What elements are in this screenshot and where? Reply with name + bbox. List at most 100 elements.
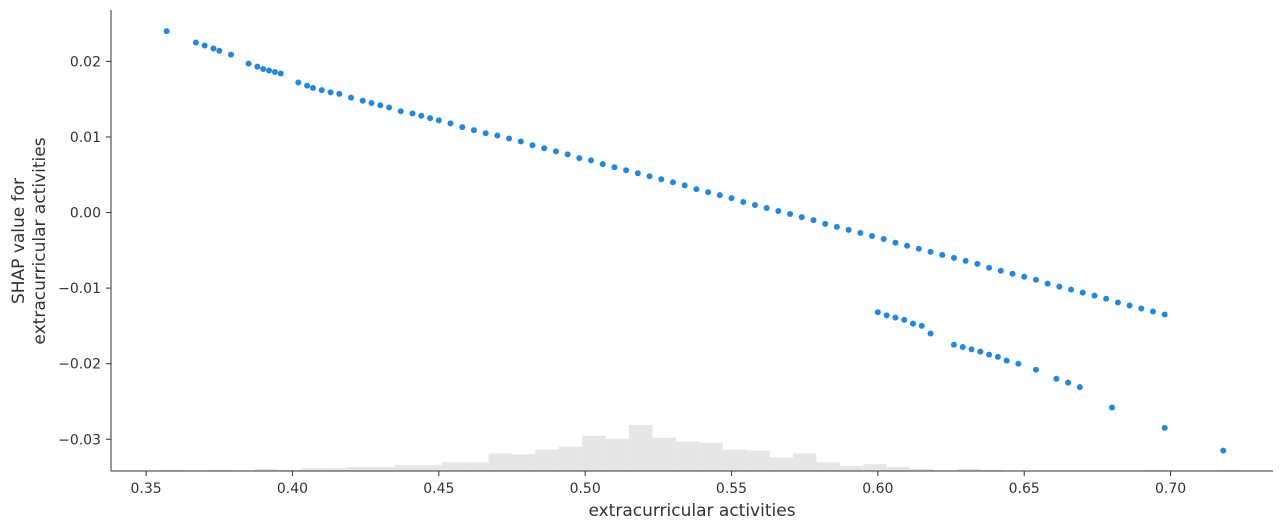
data-point — [693, 186, 700, 193]
data-point — [883, 312, 890, 319]
data-point — [939, 251, 946, 258]
data-point — [397, 108, 404, 115]
data-point — [857, 229, 864, 236]
data-point — [763, 205, 770, 211]
histogram-bar — [886, 467, 911, 471]
data-point — [845, 226, 852, 233]
data-point — [915, 245, 922, 252]
data-point — [1103, 295, 1110, 302]
data-point — [927, 330, 934, 337]
data-point — [968, 346, 975, 353]
data-point — [959, 344, 966, 351]
histogram-bar — [652, 437, 676, 471]
data-point — [1114, 299, 1121, 306]
data-point — [506, 135, 513, 142]
data-point — [974, 260, 981, 267]
data-point — [271, 68, 278, 75]
y-tick-label: 0.00 — [70, 206, 101, 222]
data-point — [1161, 424, 1168, 431]
data-point — [228, 51, 235, 58]
data-point — [909, 320, 916, 327]
data-point — [266, 67, 273, 74]
feature-histogram — [160, 425, 1238, 471]
data-point — [588, 157, 595, 164]
data-point — [192, 39, 199, 46]
y-tick-label: −0.01 — [58, 281, 101, 297]
histogram-bar — [863, 464, 887, 471]
data-point — [787, 211, 794, 218]
data-point — [880, 235, 887, 242]
data-point — [1126, 302, 1133, 309]
data-point — [459, 124, 466, 131]
data-point — [409, 110, 416, 117]
data-point — [904, 242, 911, 249]
data-point — [986, 264, 993, 271]
histogram-bar — [371, 467, 395, 471]
data-point — [216, 47, 223, 54]
data-point — [874, 309, 881, 316]
data-point — [634, 170, 641, 177]
data-point — [977, 348, 984, 355]
histogram-bar — [769, 457, 793, 471]
histogram-bar — [348, 467, 372, 471]
x-tick-label: 0.70 — [1155, 481, 1186, 497]
x-axis-title: extracurricular activities — [588, 501, 795, 521]
data-point — [418, 112, 425, 119]
data-point — [447, 120, 454, 127]
data-point — [517, 138, 524, 145]
data-point — [950, 254, 957, 261]
data-point — [245, 60, 252, 67]
scatter-points — [163, 28, 1227, 454]
histogram-bar — [699, 442, 723, 471]
data-point — [1068, 286, 1075, 293]
data-point — [611, 164, 618, 171]
data-point — [658, 176, 665, 183]
data-point — [1161, 311, 1168, 318]
histogram-bar — [816, 462, 840, 471]
data-point — [728, 195, 735, 202]
data-point — [822, 220, 829, 227]
data-point — [1138, 305, 1145, 312]
data-point — [705, 189, 712, 196]
data-point — [740, 198, 747, 205]
data-point — [470, 127, 477, 134]
data-point — [1032, 366, 1039, 373]
data-point — [541, 145, 548, 152]
data-point — [1056, 283, 1063, 290]
histogram-bar — [441, 462, 466, 471]
data-point — [529, 142, 536, 149]
data-point — [564, 151, 571, 158]
data-point — [1076, 384, 1083, 391]
x-tick-label: 0.40 — [277, 481, 308, 497]
data-point — [751, 201, 758, 208]
histogram-bar — [488, 453, 512, 471]
data-point — [494, 132, 501, 139]
histogram-bar — [910, 469, 934, 471]
data-point — [482, 130, 489, 137]
y-axis-title-line-2: extracurricular activities — [30, 137, 50, 344]
data-point — [927, 248, 934, 255]
data-point — [994, 353, 1001, 360]
data-point — [1015, 360, 1022, 367]
data-point — [427, 115, 434, 122]
histogram-bar — [956, 469, 981, 471]
data-point — [435, 117, 442, 124]
histogram-bar — [511, 454, 536, 471]
data-point — [918, 322, 925, 329]
y-axis-ticks: 0.02 0.01 0.00 −0.01 −0.02 −0.03 — [58, 54, 111, 448]
data-point — [277, 70, 284, 77]
data-point — [950, 341, 957, 348]
histogram-bar — [605, 438, 630, 471]
data-point — [669, 179, 676, 186]
x-tick-label: 0.50 — [570, 481, 601, 497]
data-point — [1053, 375, 1060, 382]
data-point — [163, 28, 170, 35]
data-point — [892, 239, 899, 246]
histogram-bar — [418, 465, 442, 471]
histogram-bar — [465, 462, 489, 471]
data-point — [623, 167, 630, 174]
data-point — [833, 223, 840, 230]
histogram-bar — [792, 453, 817, 471]
data-point — [260, 65, 267, 72]
